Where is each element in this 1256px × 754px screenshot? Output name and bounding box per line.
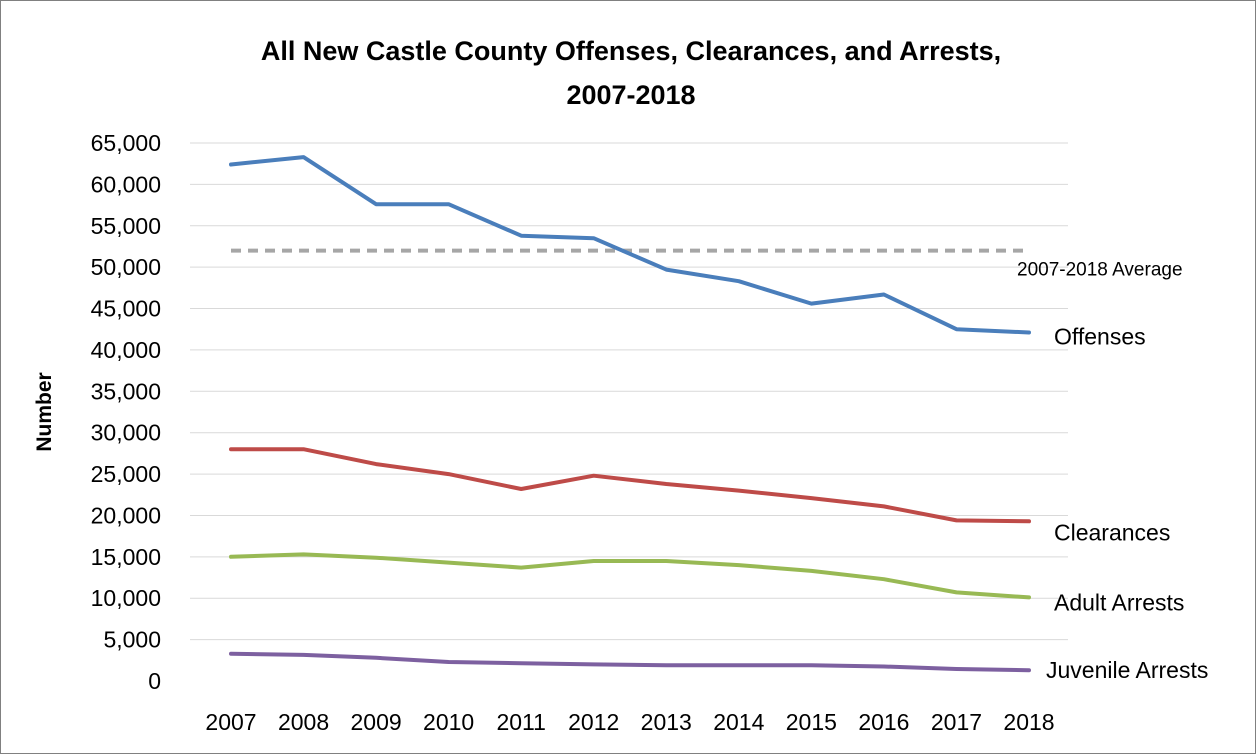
series-label: Clearances bbox=[1054, 519, 1170, 545]
x-tick-label: 2016 bbox=[858, 709, 909, 735]
x-tick-label: 2014 bbox=[713, 709, 764, 735]
chart-title-line-1: All New Castle County Offenses, Clearanc… bbox=[260, 36, 1002, 66]
y-tick-label: 20,000 bbox=[91, 502, 161, 528]
series-label: Juvenile Arrests bbox=[1046, 657, 1208, 683]
x-tick-label: 2017 bbox=[931, 709, 982, 735]
y-tick-label: 0 bbox=[148, 668, 161, 694]
y-tick-label: 40,000 bbox=[91, 337, 161, 363]
series-line-offenses bbox=[229, 155, 1031, 335]
chart-title-line-2: 2007-2018 bbox=[566, 80, 696, 110]
series-line-adult-arrests bbox=[229, 552, 1031, 600]
x-axis-ticks: 2007 2008 2009 2010 2011 2012 2013 2014 2015 2016… bbox=[205, 709, 1054, 735]
gridlines bbox=[190, 142, 1068, 641]
y-tick-label: 65,000 bbox=[91, 130, 161, 156]
x-tick-label: 2010 bbox=[423, 709, 474, 735]
series-lines bbox=[229, 155, 1031, 673]
series-line-juvenile-arrests bbox=[229, 651, 1031, 673]
series-line-clearances bbox=[229, 447, 1031, 524]
series-label: Adult Arrests bbox=[1054, 589, 1184, 615]
y-tick-label: 10,000 bbox=[91, 585, 161, 611]
average-label: 2007-2018 Average bbox=[1017, 260, 1183, 281]
y-tick-label: 55,000 bbox=[91, 213, 161, 239]
x-tick-label: 2018 bbox=[1003, 709, 1054, 735]
series-labels: Offenses Clearances Adult Arrests Juvenile … bbox=[1017, 260, 1208, 684]
y-tick-label: 60,000 bbox=[91, 171, 161, 197]
x-tick-label: 2012 bbox=[568, 709, 619, 735]
y-tick-label: 35,000 bbox=[91, 378, 161, 404]
y-tick-label: 15,000 bbox=[91, 544, 161, 570]
y-tick-label: 45,000 bbox=[91, 296, 161, 322]
y-axis-ticks: 0 5,000 10,000 15,000 20,000 25,000 30,000 35,0… bbox=[91, 130, 161, 694]
x-tick-label: 2009 bbox=[351, 709, 402, 735]
x-tick-label: 2007 bbox=[205, 709, 256, 735]
x-tick-label: 2008 bbox=[278, 709, 329, 735]
y-tick-label: 5,000 bbox=[103, 627, 161, 653]
x-tick-label: 2013 bbox=[641, 709, 692, 735]
series-label: Offenses bbox=[1054, 324, 1146, 350]
y-tick-label: 50,000 bbox=[91, 254, 161, 280]
y-tick-label: 30,000 bbox=[91, 420, 161, 446]
x-tick-label: 2011 bbox=[496, 709, 545, 735]
y-axis-label: Number bbox=[33, 372, 56, 451]
x-tick-label: 2015 bbox=[786, 709, 837, 735]
y-tick-label: 25,000 bbox=[91, 461, 161, 487]
